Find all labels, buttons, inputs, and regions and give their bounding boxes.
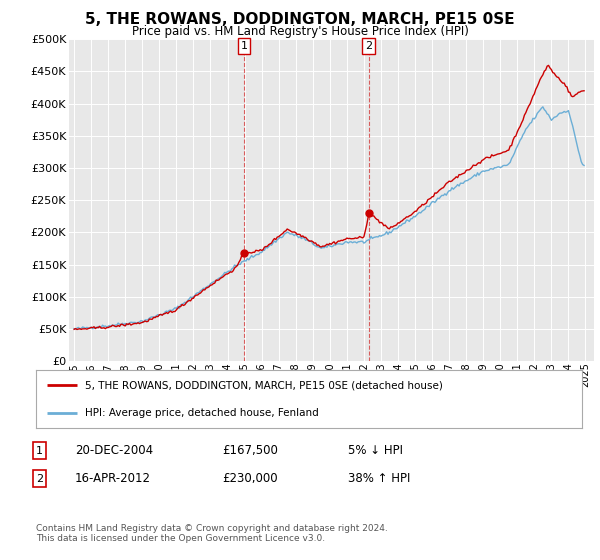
Text: 2: 2 [365, 41, 373, 51]
Text: £167,500: £167,500 [222, 444, 278, 458]
Text: 5, THE ROWANS, DODDINGTON, MARCH, PE15 0SE: 5, THE ROWANS, DODDINGTON, MARCH, PE15 0… [85, 12, 515, 27]
Text: 20-DEC-2004: 20-DEC-2004 [75, 444, 153, 458]
Text: Price paid vs. HM Land Registry's House Price Index (HPI): Price paid vs. HM Land Registry's House … [131, 25, 469, 38]
Text: 1: 1 [241, 41, 248, 51]
Text: 1: 1 [36, 446, 43, 456]
Text: £230,000: £230,000 [222, 472, 278, 486]
Text: 5, THE ROWANS, DODDINGTON, MARCH, PE15 0SE (detached house): 5, THE ROWANS, DODDINGTON, MARCH, PE15 0… [85, 380, 443, 390]
Text: HPI: Average price, detached house, Fenland: HPI: Average price, detached house, Fenl… [85, 408, 319, 418]
Text: 5% ↓ HPI: 5% ↓ HPI [348, 444, 403, 458]
Text: 16-APR-2012: 16-APR-2012 [75, 472, 151, 486]
Text: Contains HM Land Registry data © Crown copyright and database right 2024.
This d: Contains HM Land Registry data © Crown c… [36, 524, 388, 543]
Text: 2: 2 [36, 474, 43, 484]
Text: 38% ↑ HPI: 38% ↑ HPI [348, 472, 410, 486]
